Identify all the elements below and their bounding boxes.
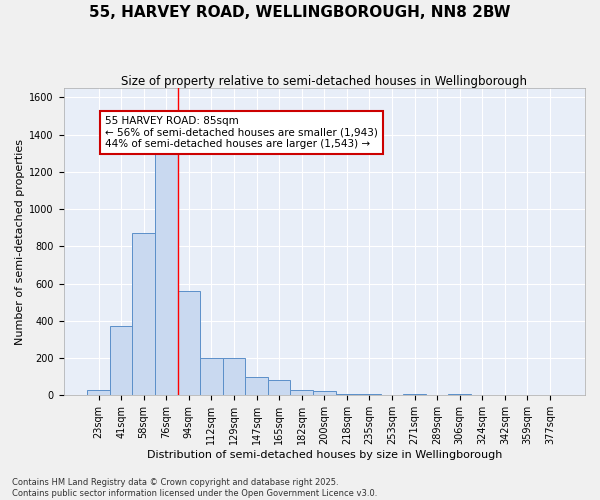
Bar — [268, 380, 290, 396]
Bar — [448, 394, 471, 396]
Bar — [110, 326, 133, 396]
Text: 55 HARVEY ROAD: 85sqm
← 56% of semi-detached houses are smaller (1,943)
44% of s: 55 HARVEY ROAD: 85sqm ← 56% of semi-deta… — [105, 116, 378, 149]
Bar — [155, 153, 178, 396]
Bar — [133, 234, 155, 396]
Bar — [403, 394, 426, 396]
Bar — [290, 390, 313, 396]
X-axis label: Distribution of semi-detached houses by size in Wellingborough: Distribution of semi-detached houses by … — [146, 450, 502, 460]
Bar — [178, 291, 200, 396]
Text: Contains HM Land Registry data © Crown copyright and database right 2025.
Contai: Contains HM Land Registry data © Crown c… — [12, 478, 377, 498]
Bar — [358, 394, 380, 396]
Bar — [87, 390, 110, 396]
Bar — [223, 358, 245, 396]
Bar — [313, 390, 335, 396]
Y-axis label: Number of semi-detached properties: Number of semi-detached properties — [15, 138, 25, 344]
Text: 55, HARVEY ROAD, WELLINGBOROUGH, NN8 2BW: 55, HARVEY ROAD, WELLINGBOROUGH, NN8 2BW — [89, 5, 511, 20]
Bar — [200, 358, 223, 396]
Bar — [335, 394, 358, 396]
Bar — [245, 376, 268, 396]
Title: Size of property relative to semi-detached houses in Wellingborough: Size of property relative to semi-detach… — [121, 75, 527, 88]
